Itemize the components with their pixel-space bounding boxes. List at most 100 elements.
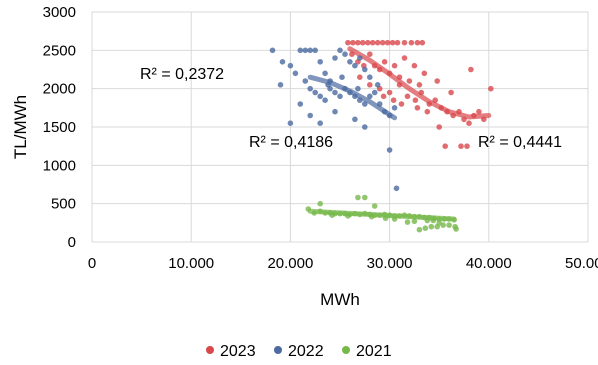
r-squared-label-2021: R² = 0,2372 (140, 66, 224, 83)
trendlines (307, 46, 492, 222)
point-2022 (279, 59, 286, 65)
point-2022 (362, 66, 368, 73)
point-2022 (374, 82, 381, 88)
r-squared-label-2023: R² = 0,4441 (478, 134, 562, 151)
point-2021 (436, 220, 443, 226)
point-2023 (381, 59, 388, 65)
point-2021 (311, 210, 318, 216)
point-2023 (401, 55, 408, 61)
point-2021 (317, 208, 324, 215)
x-axis-title: MWh (320, 290, 360, 309)
point-2021 (416, 213, 423, 220)
point-2022 (302, 47, 309, 54)
point-2023 (386, 89, 393, 96)
point-2022 (337, 93, 343, 100)
x-tick-label: 20.000 (267, 255, 313, 272)
point-2021 (376, 212, 383, 218)
point-2023 (360, 39, 366, 46)
point-2022 (352, 93, 358, 100)
point-2023 (468, 66, 474, 73)
point-2021 (322, 210, 328, 216)
point-2023 (371, 62, 378, 69)
r-squared-label-2022: R² = 0,4186 (249, 134, 333, 151)
y-tick-label: 500 (51, 196, 76, 213)
point-2022 (302, 78, 309, 84)
point-2023 (380, 93, 387, 100)
point-2023 (411, 62, 418, 69)
point-2023 (357, 74, 363, 80)
point-2021 (422, 225, 429, 231)
point-2022 (277, 82, 284, 88)
point-2022 (347, 59, 353, 65)
gridlines (91, 11, 589, 243)
point-2022 (297, 47, 304, 54)
point-2021 (362, 210, 368, 217)
point-2022 (355, 85, 361, 92)
point-2023 (404, 93, 411, 100)
point-2022 (357, 55, 363, 61)
point-2022 (307, 47, 314, 54)
point-2022 (376, 101, 383, 107)
tick-labels: 0 500 1000 1500 2000 2500 3000 0 10.000 20.000 30.… (43, 4, 598, 272)
point-2021 (352, 210, 358, 217)
legend-label-2021: 2021 (356, 343, 392, 360)
point-2021 (453, 226, 459, 232)
point-2022 (347, 89, 353, 96)
point-2021 (357, 211, 363, 218)
point-2022 (352, 62, 358, 69)
point-2022 (393, 185, 400, 192)
point-2023 (466, 120, 472, 126)
y-tick-label: 2000 (43, 81, 76, 98)
point-2021 (401, 212, 408, 218)
legend-label-2022: 2022 (288, 343, 324, 360)
point-2023 (461, 116, 467, 123)
point-2021 (362, 194, 368, 201)
point-2021 (386, 212, 393, 218)
point-2023 (436, 124, 443, 130)
point-2022 (317, 93, 324, 100)
point-2022 (357, 97, 363, 103)
point-2023 (394, 39, 401, 46)
point-2023 (379, 39, 386, 46)
point-2023 (444, 108, 450, 115)
y-tick-label: 2500 (43, 42, 76, 59)
point-2022 (339, 74, 345, 80)
point-2021 (382, 215, 389, 221)
point-2023 (418, 89, 425, 96)
point-2022 (317, 59, 324, 65)
point-2023 (355, 39, 361, 46)
point-2022 (352, 116, 358, 123)
point-2022 (307, 85, 314, 92)
point-2022 (386, 147, 393, 153)
point-2023 (389, 39, 396, 46)
point-2022 (322, 97, 328, 103)
point-2022 (325, 82, 331, 88)
point-2022 (307, 112, 314, 119)
point-2021 (391, 216, 398, 222)
point-2021 (396, 213, 403, 219)
point-2023 (481, 116, 487, 123)
point-2022 (292, 70, 299, 77)
data-points (269, 39, 494, 233)
point-2023 (396, 82, 403, 88)
point-2021 (345, 213, 351, 219)
point-2023 (376, 66, 383, 73)
point-2022 (312, 89, 319, 96)
point-2022 (322, 70, 328, 77)
point-2023 (448, 89, 454, 96)
point-2021 (317, 200, 324, 207)
point-2023 (390, 97, 397, 103)
legend-marker-2021 (342, 346, 350, 354)
point-2023 (442, 143, 449, 149)
point-2021 (411, 213, 418, 220)
point-2023 (438, 105, 445, 111)
point-2023 (384, 39, 391, 46)
point-2023 (369, 39, 376, 46)
point-2021 (371, 203, 378, 209)
x-tick-label: 10.000 (168, 255, 214, 272)
point-2023 (432, 97, 439, 103)
point-2023 (374, 39, 381, 46)
point-2022 (391, 105, 398, 111)
point-2023 (386, 70, 393, 77)
